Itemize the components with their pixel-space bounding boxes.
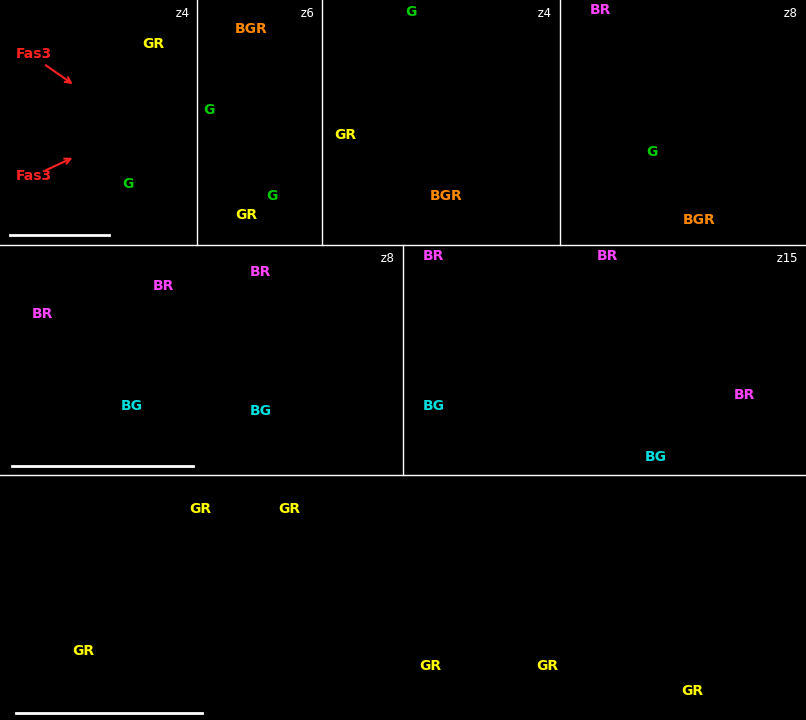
Text: BGR: BGR (683, 213, 716, 228)
Text: GR: GR (681, 683, 703, 698)
Text: GR: GR (189, 503, 211, 516)
Text: GR: GR (142, 37, 164, 51)
Text: BG: BG (121, 399, 143, 413)
Text: GR: GR (278, 503, 300, 516)
Text: BR: BR (32, 307, 54, 321)
Text: BR: BR (250, 266, 272, 279)
Text: GR: GR (419, 659, 441, 673)
Text: G: G (266, 189, 277, 203)
Text: z8: z8 (380, 252, 395, 265)
Text: z8: z8 (783, 7, 798, 20)
Text: BR: BR (596, 249, 618, 264)
Text: BG: BG (645, 450, 667, 464)
Text: G: G (646, 145, 658, 159)
Text: BR: BR (733, 387, 755, 402)
Text: GR: GR (536, 659, 558, 673)
Text: BGR: BGR (235, 22, 268, 37)
Text: GR: GR (73, 644, 94, 659)
Text: G: G (123, 176, 134, 191)
Text: BGR: BGR (430, 189, 462, 203)
Text: z15: z15 (775, 252, 798, 265)
Text: G: G (405, 5, 417, 19)
Text: BG: BG (423, 399, 445, 413)
Text: BG: BG (250, 404, 272, 418)
Text: Fas3: Fas3 (16, 47, 52, 61)
Text: BR: BR (423, 249, 445, 264)
Text: Fas3: Fas3 (16, 169, 52, 184)
Text: GR: GR (334, 127, 356, 142)
Text: GR: GR (235, 208, 257, 222)
Text: G: G (204, 103, 215, 117)
Text: z4: z4 (537, 7, 552, 20)
Text: z6: z6 (299, 7, 314, 20)
Text: BR: BR (153, 279, 175, 293)
Text: z4: z4 (174, 7, 189, 20)
Text: BR: BR (590, 3, 611, 17)
